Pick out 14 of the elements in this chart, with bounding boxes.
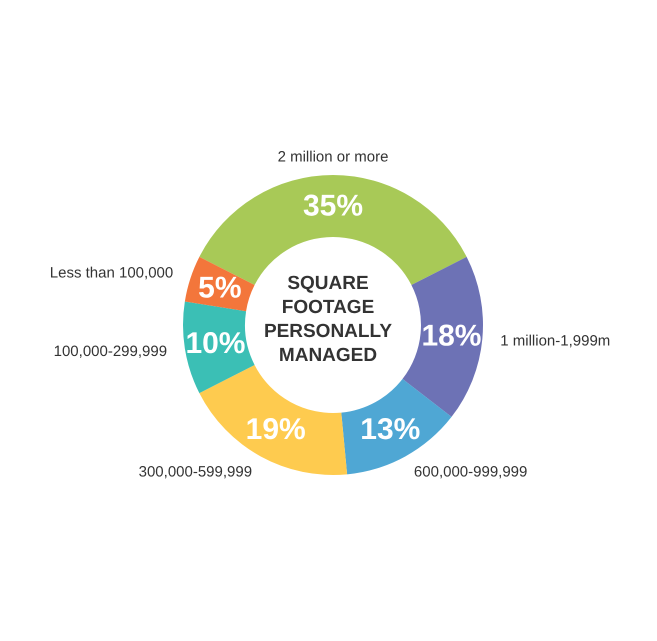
slice-label: 300,000-599,999 [138, 464, 252, 481]
slice-label: Less than 100,000 [50, 264, 174, 282]
slice-label: 100,000-299,999 [54, 342, 168, 360]
data-label: 13% [360, 412, 420, 446]
data-label: 18% [421, 320, 482, 353]
text: SQUARE FOOTAGE PERSONALLY MANAGED [262, 272, 394, 368]
data-label: 19% [246, 412, 306, 446]
slice-label: 1 million-1,999m [500, 332, 610, 350]
data-label: 35% [302, 190, 364, 222]
donut-slice [402, 256, 483, 417]
slice-label: 600,000-999,999 [414, 464, 528, 481]
data-label: 10% [185, 327, 246, 360]
slice-label: 2 million or more [278, 148, 388, 166]
data-label: 5% [198, 272, 242, 305]
